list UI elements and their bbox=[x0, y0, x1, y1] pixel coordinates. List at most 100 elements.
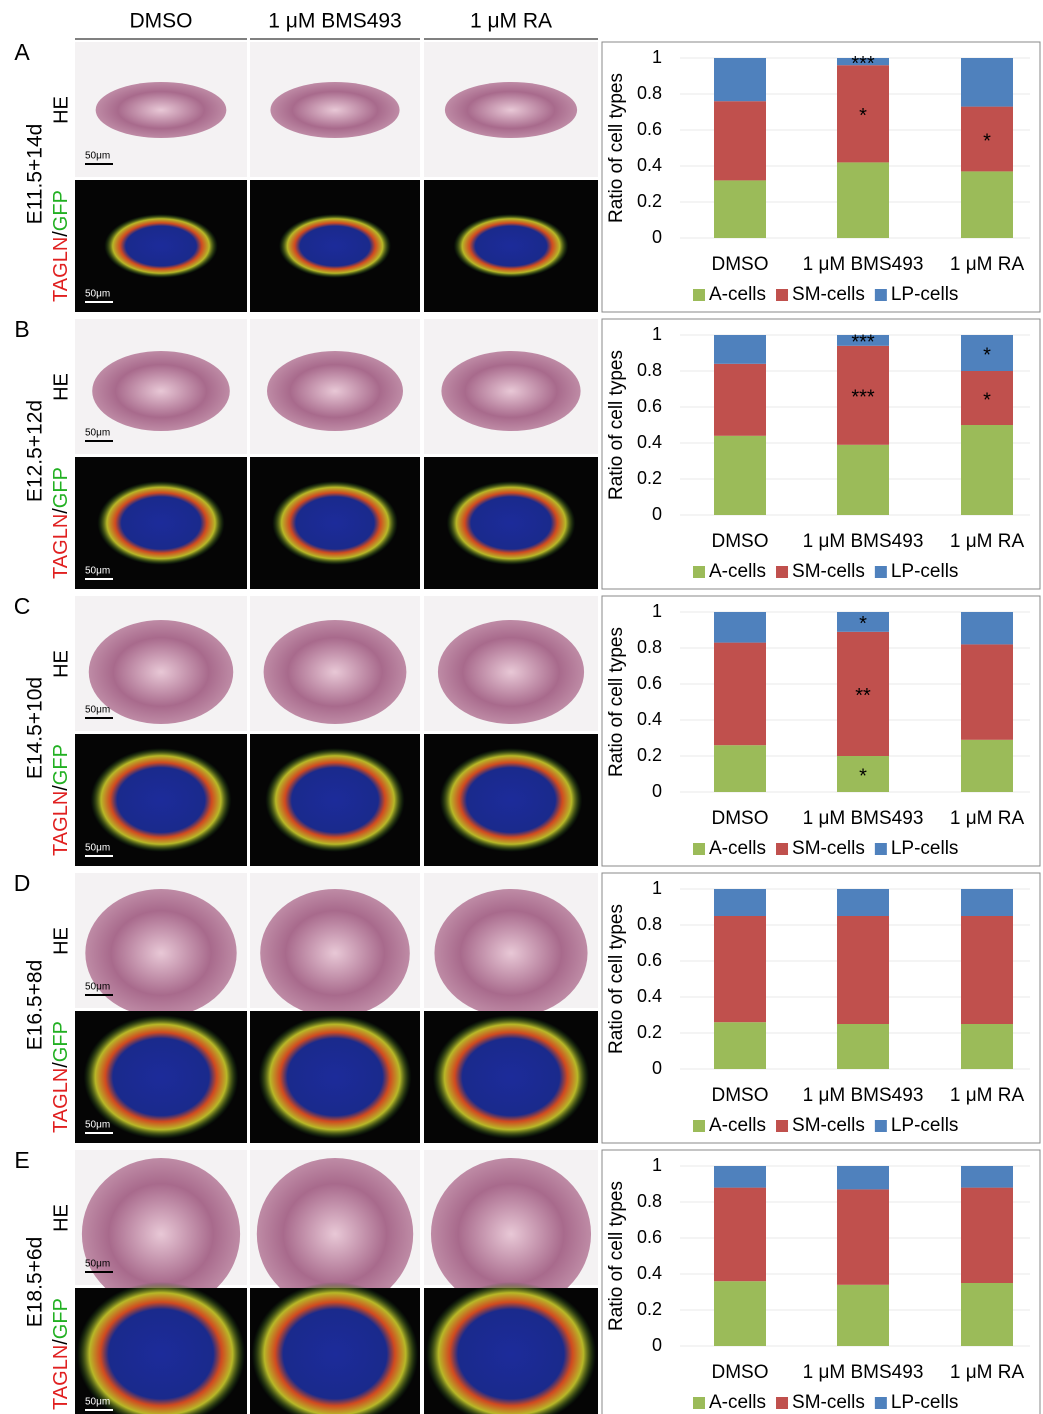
bar-segment bbox=[961, 171, 1013, 238]
legend-label: LP-cells bbox=[891, 284, 959, 305]
legend-swatch bbox=[874, 1397, 887, 1409]
panel-letter: E bbox=[14, 1147, 29, 1173]
x-tick-label: DMSO bbox=[712, 1362, 769, 1383]
y-axis-label: Ratio of cell types bbox=[606, 627, 627, 777]
y-tick-label: 0.2 bbox=[637, 1022, 662, 1042]
he-tissue bbox=[256, 1158, 414, 1310]
fluor-tissue bbox=[425, 1282, 597, 1414]
y-tick-label: 1 bbox=[652, 878, 662, 898]
stain-slash: / bbox=[50, 785, 72, 791]
column-header: 1 μM BMS493 bbox=[268, 10, 402, 33]
he-tissue bbox=[267, 351, 403, 431]
bar-segment bbox=[837, 1284, 889, 1346]
y-axis-label: Ratio of cell types bbox=[606, 1181, 627, 1331]
he-tissue bbox=[441, 351, 581, 431]
bar-segment bbox=[837, 444, 889, 515]
scale-bar-label: 50μm bbox=[85, 151, 110, 162]
y-tick-label: 0 bbox=[652, 1058, 662, 1078]
x-tick-label: 1 μM RA bbox=[950, 1085, 1025, 1106]
bar-segment bbox=[961, 644, 1013, 740]
y-tick-label: 0.6 bbox=[637, 1227, 662, 1247]
bar-segment bbox=[961, 106, 1013, 172]
he-tissue bbox=[92, 351, 230, 431]
legend-label: A-cells bbox=[709, 284, 766, 305]
fluor-tissue bbox=[83, 1015, 239, 1139]
bar-segment bbox=[837, 335, 889, 346]
bar-segment bbox=[961, 612, 1013, 645]
legend-label: A-cells bbox=[709, 1392, 766, 1413]
significance-label: * bbox=[983, 389, 991, 411]
y-axis-label: Ratio of cell types bbox=[606, 904, 627, 1054]
legend-swatch bbox=[776, 843, 789, 855]
stage-label: E14.5+10d bbox=[24, 677, 47, 779]
panel-letter: D bbox=[14, 870, 31, 896]
stain-tagln: TAGLN bbox=[50, 1345, 72, 1410]
bar-segment bbox=[837, 612, 889, 632]
fluor-tissue bbox=[439, 748, 583, 852]
scale-bar-label: 50μm bbox=[85, 705, 110, 716]
bar-segment bbox=[961, 1187, 1013, 1283]
he-tissue bbox=[95, 82, 227, 138]
stain-fluor: TAGLN/GFP bbox=[50, 467, 72, 579]
scale-bar-label: 50μm bbox=[85, 566, 110, 577]
stain-gfp: GFP bbox=[50, 190, 72, 231]
bar-segment bbox=[961, 916, 1013, 1024]
legend-swatch bbox=[693, 566, 705, 578]
y-tick-label: 0.2 bbox=[637, 468, 662, 488]
y-tick-label: 0.4 bbox=[637, 432, 662, 452]
legend-swatch bbox=[693, 289, 705, 301]
stain-gfp: GFP bbox=[50, 1021, 72, 1062]
y-tick-label: 0 bbox=[652, 504, 662, 524]
column-header: DMSO bbox=[130, 10, 193, 33]
he-tissue bbox=[85, 889, 237, 1017]
y-tick-label: 1 bbox=[652, 47, 662, 67]
legend-swatch bbox=[874, 1120, 887, 1132]
legend-label: A-cells bbox=[709, 561, 766, 582]
fluor-tissue bbox=[278, 214, 392, 278]
x-tick-label: 1 μM BMS493 bbox=[803, 1362, 924, 1383]
he-tissue bbox=[434, 889, 588, 1017]
he-tissue bbox=[263, 620, 407, 724]
bar-segment bbox=[714, 745, 766, 792]
y-tick-label: 0 bbox=[652, 1335, 662, 1355]
stain-he: HE bbox=[50, 373, 72, 401]
x-tick-label: 1 μM RA bbox=[950, 1362, 1025, 1383]
stain-fluor: TAGLN/GFP bbox=[50, 744, 72, 856]
he-tissue bbox=[270, 82, 400, 138]
significance-label: *** bbox=[851, 332, 875, 354]
stain-fluor: TAGLN/GFP bbox=[50, 190, 72, 302]
legend-label: A-cells bbox=[709, 838, 766, 859]
y-tick-label: 0 bbox=[652, 227, 662, 247]
bar-segment bbox=[714, 435, 766, 515]
stain-slash: / bbox=[50, 231, 72, 237]
chart-frame bbox=[601, 595, 1041, 867]
x-tick-label: 1 μM BMS493 bbox=[803, 1085, 924, 1106]
bar-segment bbox=[837, 1024, 889, 1069]
he-tissue bbox=[437, 620, 585, 724]
bar-segment bbox=[837, 756, 889, 792]
stain-slash: / bbox=[50, 1339, 72, 1345]
scale-bar-label: 50μm bbox=[85, 1120, 110, 1131]
x-tick-label: 1 μM RA bbox=[950, 254, 1025, 275]
scale-bar-label: 50μm bbox=[85, 982, 110, 993]
legend-swatch bbox=[693, 843, 705, 855]
bar-segment bbox=[714, 916, 766, 1023]
bar-segment bbox=[961, 58, 1013, 107]
stain-tagln: TAGLN bbox=[50, 791, 72, 856]
y-axis-label: Ratio of cell types bbox=[606, 350, 627, 500]
scale-bar-label: 50μm bbox=[85, 1259, 110, 1270]
bar-segment bbox=[961, 1024, 1013, 1069]
y-tick-label: 0.8 bbox=[637, 637, 662, 657]
bar-segment bbox=[837, 631, 889, 756]
chart-frame bbox=[601, 1149, 1041, 1414]
y-tick-label: 0.2 bbox=[637, 1299, 662, 1319]
fluor-tissue bbox=[76, 1282, 246, 1414]
stain-he: HE bbox=[50, 927, 72, 955]
stain-fluor: TAGLN/GFP bbox=[50, 1021, 72, 1133]
bar-segment bbox=[714, 642, 766, 746]
bar-segment bbox=[961, 1166, 1013, 1188]
scale-bar-label: 50μm bbox=[85, 1397, 110, 1408]
panel-letter: A bbox=[14, 39, 30, 65]
stain-gfp: GFP bbox=[50, 1298, 72, 1339]
y-tick-label: 0.8 bbox=[637, 360, 662, 380]
